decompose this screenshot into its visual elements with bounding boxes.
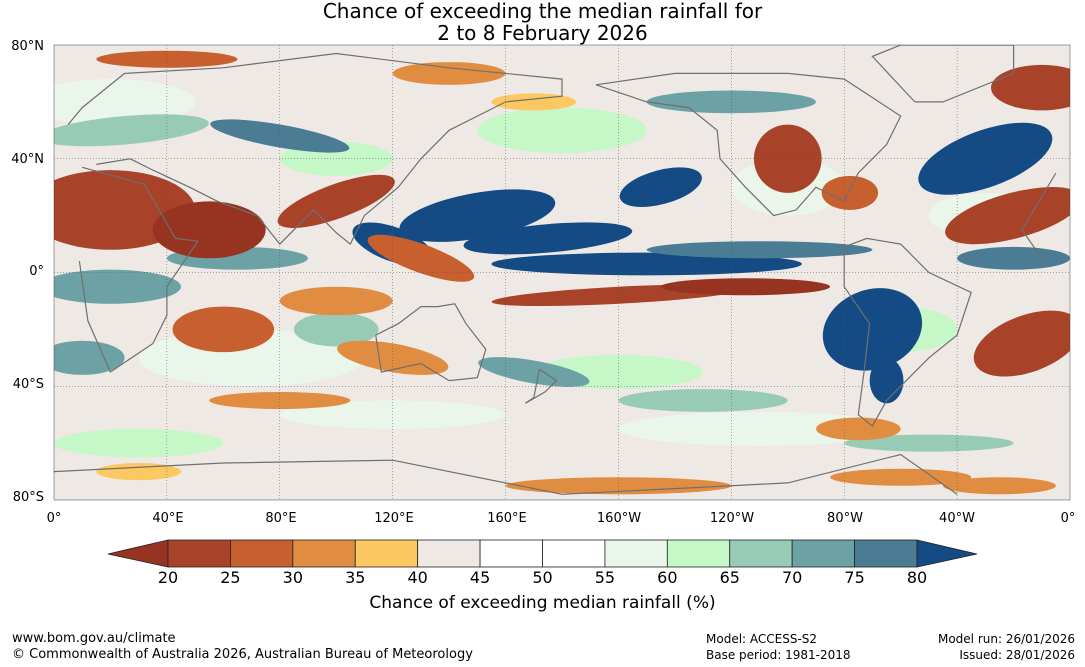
colorbar-tick-35: 35 [345, 568, 366, 587]
colorbar-tick-30: 30 [282, 568, 303, 587]
lon-label-40w: 40°W [939, 511, 975, 526]
lon-label-80w: 80°W [827, 511, 863, 526]
rainfall-probability-area [54, 269, 181, 304]
colorbar-tick-65: 65 [719, 568, 740, 587]
rainfall-probability-area [918, 122, 1053, 195]
rainfall-probability-area [478, 357, 590, 387]
lat-label-equator: 0° [29, 264, 44, 279]
colorbar-box-5 [479, 539, 543, 568]
colorbar-box-6 [542, 539, 606, 568]
map-frame [53, 44, 1071, 501]
lon-label-0-right: 0° [1060, 511, 1076, 526]
rainfall-probability-area [367, 234, 475, 282]
rainfall-probability-area [277, 174, 395, 229]
rainfall-probability-area [816, 417, 901, 441]
footer-issued: Issued: 28/01/2026 [959, 648, 1075, 662]
rainfall-probability-area [945, 187, 1070, 245]
colorbar-box-2 [292, 539, 356, 568]
colorbar-box-1 [230, 539, 294, 568]
coastline [871, 45, 1015, 103]
lon-label-80e: 80°E [265, 511, 297, 526]
rainfall-probability-area [491, 93, 577, 111]
colorbar-tick-55: 55 [594, 568, 616, 587]
colorbar-box-10 [791, 539, 855, 568]
colorbar-tick-25: 25 [220, 568, 241, 587]
rainfall-probability-area [830, 468, 972, 486]
rainfall-probability-area [172, 306, 275, 353]
colorbar-tick-80: 80 [906, 568, 928, 587]
rainfall-probability-area [96, 463, 181, 481]
colorbar-tick-50: 50 [532, 568, 553, 587]
rainfall-probability-area [821, 175, 879, 210]
chart-title-line2: 2 to 8 February 2026 [437, 21, 648, 45]
rainfall-probability-area [990, 64, 1070, 111]
footer-copyright: © Commonwealth of Australia 2026, Austra… [12, 647, 473, 662]
colorbar-box-4 [417, 539, 481, 568]
lat-label-80s: 80°S [12, 490, 44, 505]
rainfall-probability-area [54, 79, 196, 125]
rainfall-probability-area [152, 201, 266, 259]
map-field [54, 45, 1070, 500]
rainfall-probability-area [943, 477, 1056, 495]
coastline [843, 237, 972, 428]
colorbar-box-7 [604, 539, 668, 568]
footer-website: www.bom.gov.au/climate [12, 631, 176, 646]
footer-base-period: Base period: 1981-2018 [706, 648, 851, 662]
lat-label-40n: 40°N [11, 152, 44, 167]
rainfall-probability-area [973, 310, 1070, 377]
rainfall-probability-area [505, 477, 732, 495]
rainfall-probability-area [646, 241, 873, 259]
colorbar-tick-20: 20 [157, 568, 179, 587]
colorbar-tick-45: 45 [469, 568, 491, 587]
colorbar-low-extend [107, 539, 169, 568]
coastline [375, 303, 487, 382]
colorbar-tick-60: 60 [657, 568, 678, 587]
rainfall-probability-area [844, 434, 1014, 452]
lat-label-40s: 40°S [12, 377, 44, 392]
colorbar-tick-75: 75 [844, 568, 865, 587]
rainfall-probability-area [392, 62, 506, 85]
rainfall-probability-area [618, 411, 901, 446]
colorbar-tick-40: 40 [407, 568, 428, 587]
rainfall-probability-area [618, 389, 788, 412]
colorbar-box-0 [167, 539, 231, 568]
colorbar-tick-70: 70 [781, 568, 803, 587]
footer-model: Model: ACCESS-S2 [706, 632, 818, 646]
rainfall-probability-area [619, 167, 702, 207]
lon-label-160w: 160°W [596, 511, 642, 526]
lat-label-80n: 80°N [11, 39, 44, 54]
colorbar-box-9 [729, 539, 793, 568]
rainfall-probability-area [477, 107, 647, 154]
colorbar-label: Chance of exceeding median rainfall (%) [369, 593, 716, 613]
coastline [78, 166, 1057, 373]
rainfall-probability-area [957, 246, 1070, 270]
rainfall-probability-area [209, 391, 351, 409]
coastline [595, 72, 902, 217]
coastline [54, 453, 958, 495]
rainfall-probability-area [96, 50, 238, 68]
colorbar-box-11 [854, 539, 918, 568]
rainfall-probability-area [279, 286, 393, 316]
lon-label-0-left: 0° [46, 511, 62, 526]
colorbar-high-extend [916, 539, 978, 568]
rainfall-probability-area [660, 278, 831, 296]
lon-label-120w: 120°W [709, 511, 755, 526]
lon-label-40e: 40°E [152, 511, 184, 526]
rainfall-probability-area [822, 288, 923, 371]
lon-label-160e: 160°E [487, 511, 527, 526]
rainfall-probability-area [293, 312, 379, 347]
colorbar-box-8 [666, 539, 731, 568]
rainfall-probability-area [491, 252, 802, 276]
footer-model-run: Model run: 26/01/2026 [937, 632, 1075, 646]
colorbar-box-3 [354, 539, 419, 568]
coastline [524, 368, 558, 404]
rainfall-probability-area [54, 428, 224, 458]
lon-label-120e: 120°E [374, 511, 414, 526]
rainfall-probability-area [54, 340, 125, 375]
rainfall-probability-area [753, 124, 822, 193]
chart-title-line1: Chance of exceeding the median rainfall … [322, 0, 763, 23]
